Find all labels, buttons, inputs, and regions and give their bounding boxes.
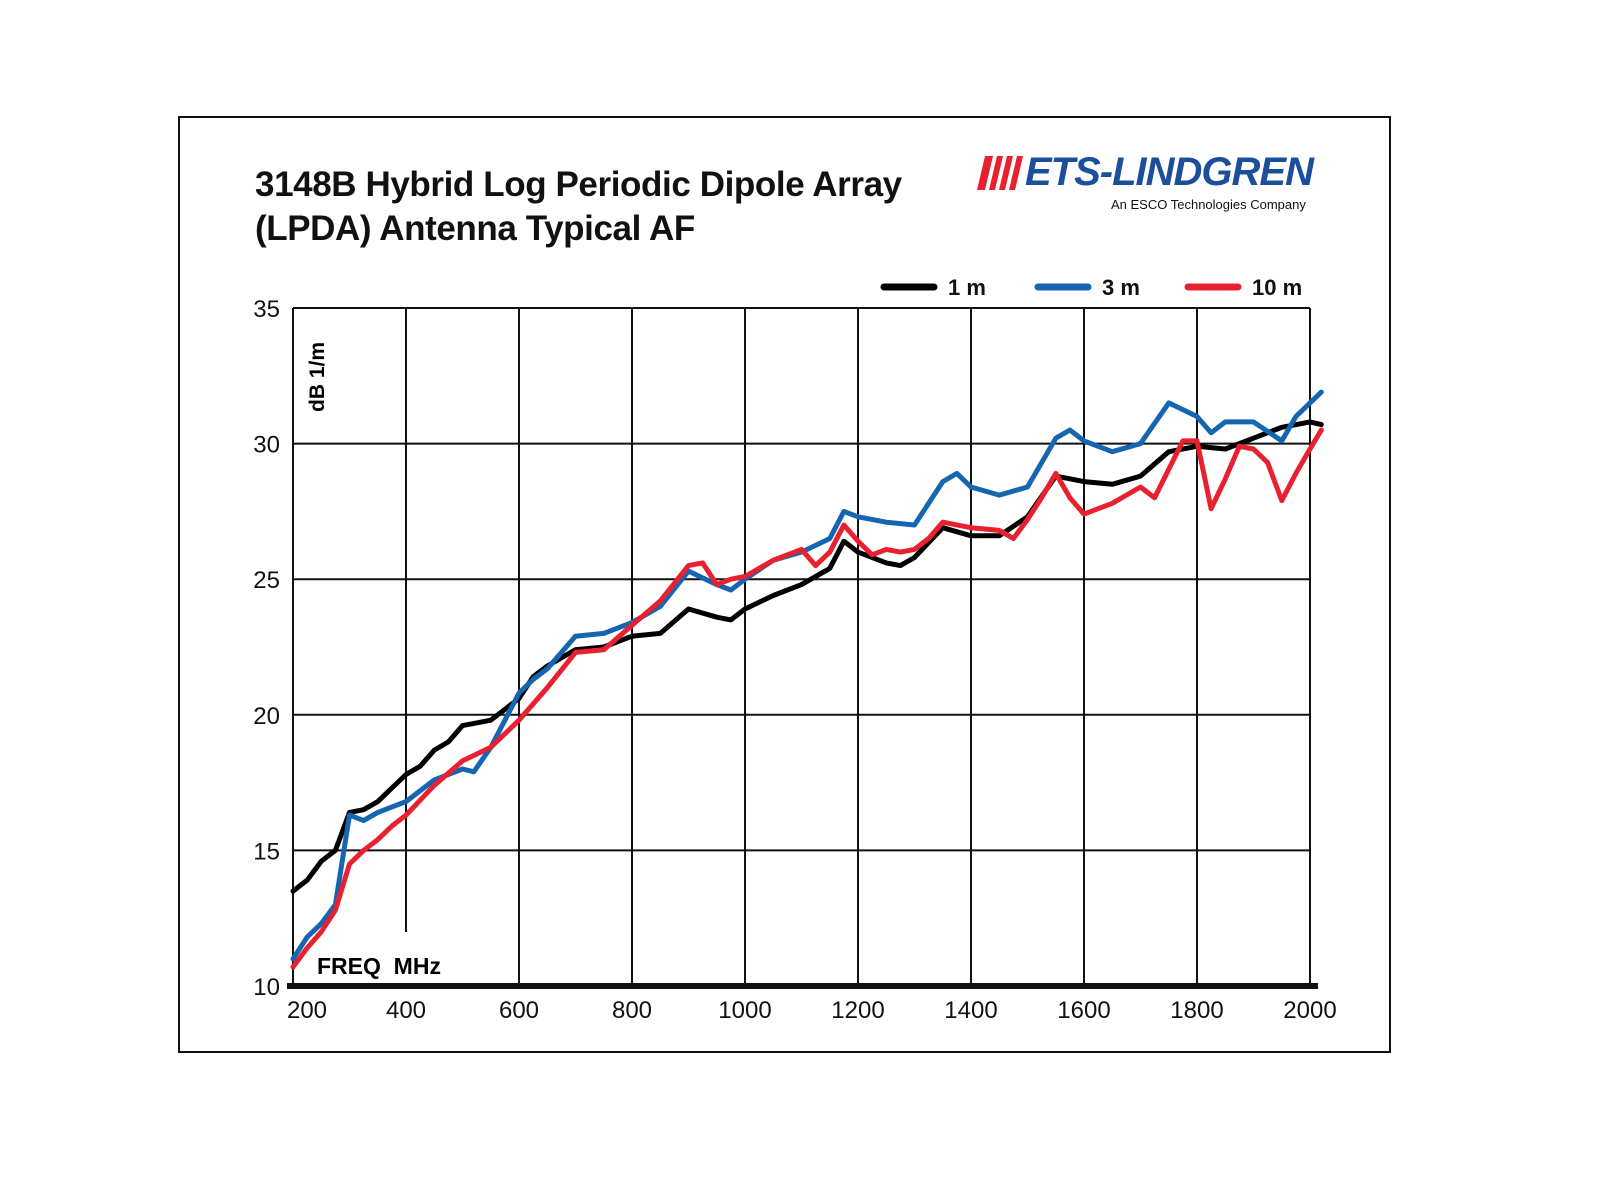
y-tick-label: 25	[253, 567, 280, 594]
signal-waves-icon	[977, 156, 1023, 190]
x-tick-label: 1400	[944, 997, 997, 1024]
legend-label: 3 m	[1102, 275, 1140, 300]
legend-label: 1 m	[948, 275, 986, 300]
legend-label: 10 m	[1252, 275, 1302, 300]
x-tick-label: 1200	[831, 997, 884, 1024]
x-tick-label: 800	[612, 997, 652, 1024]
y-tick-label: 10	[253, 974, 280, 1001]
grid	[287, 307, 1318, 989]
y-tick-label: 30	[253, 432, 280, 459]
legend: 1 m 3 m 10 m	[880, 275, 1302, 300]
chart-title: 3148B Hybrid Log Periodic Dipole Array (…	[255, 165, 902, 248]
tick-labels: 10 15 20 25 30 35 200 400 600 800 1000 1200 1400 1600…	[253, 296, 1336, 1024]
series-lines	[290, 389, 1324, 970]
y-tick-label: 35	[253, 296, 280, 323]
x-tick-label: 400	[386, 997, 426, 1024]
x-tick-label: 2000	[1283, 997, 1336, 1024]
chart-frame	[178, 116, 1391, 1053]
logo-wordmark: ETS-LINDGREN	[1025, 150, 1314, 194]
logo-tagline: An ESCO Technologies Company	[1111, 197, 1306, 212]
y-axis-label: dB 1/m	[306, 342, 329, 412]
x-tick-label: 1000	[718, 997, 771, 1024]
x-tick-label: 600	[499, 997, 539, 1024]
x-tick-label: 1800	[1170, 997, 1223, 1024]
x-tick-label: 1600	[1057, 997, 1110, 1024]
series-line-1m	[290, 419, 1324, 894]
x-axis-label: FREQ MHz	[317, 953, 441, 979]
y-tick-label: 15	[253, 838, 280, 865]
ets-lindgren-logo: ETS-LINDGREN An ESCO Technologies Compan…	[975, 150, 1365, 216]
y-tick-label: 20	[253, 703, 280, 730]
series-line-10m	[290, 427, 1324, 970]
x-tick-label: 200	[287, 997, 327, 1024]
